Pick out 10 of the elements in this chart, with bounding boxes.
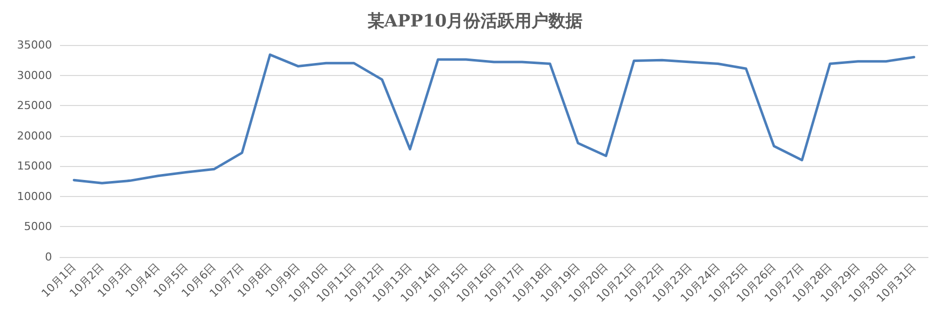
y-tick-label: 10000 [17, 190, 52, 203]
chart-title: 某APP10月份活跃用户数据 [366, 12, 583, 32]
y-tick-label: 0 [45, 250, 52, 264]
line-series [72, 53, 916, 184]
y-tick-label: 25000 [17, 99, 52, 112]
y-tick-label: 20000 [17, 129, 52, 142]
y-tick-label: 30000 [17, 68, 52, 82]
y-tick-label: 15000 [17, 160, 52, 173]
y-tick-label: 35000 [17, 38, 52, 52]
y-tick-label: 5000 [24, 220, 52, 234]
